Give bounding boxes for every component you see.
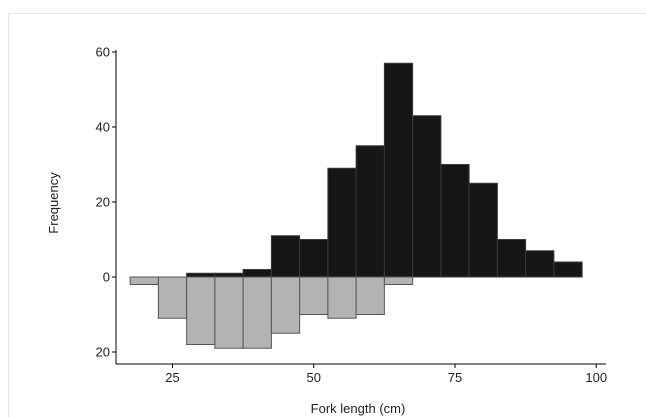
- upper-bar-5: [327, 167, 357, 278]
- lower-bar-5: [270, 276, 301, 334]
- lower-bar-3: [214, 276, 244, 349]
- upper-bar-7: [383, 62, 414, 278]
- upper-bar-0: [186, 272, 216, 278]
- upper-bar-9: [440, 164, 470, 278]
- upper-bar-13: [553, 261, 583, 278]
- lower-bar-0: [129, 276, 159, 285]
- x-tick-label-2: 75: [448, 370, 462, 385]
- upper-bar-1: [214, 272, 244, 278]
- lower-bar-6: [299, 276, 329, 315]
- upper-bar-11: [496, 239, 527, 278]
- upper-bar-10: [468, 182, 498, 278]
- upper-bar-2: [242, 269, 272, 278]
- axes-layer: [115, 50, 606, 365]
- lower-bar-7: [327, 276, 357, 319]
- x-tick-label-0: 25: [165, 370, 179, 385]
- lower-bar-4: [242, 276, 272, 349]
- y-tick-label-1: 40: [96, 120, 110, 135]
- lower-bar-9: [383, 276, 414, 285]
- x-axis-title: Fork length (cm): [311, 401, 406, 416]
- lower-bar-1: [157, 276, 188, 319]
- upper-bar-4: [299, 239, 329, 278]
- chart-frame: [8, 13, 646, 417]
- y-axis-title: Frequency: [46, 172, 61, 234]
- lower-bar-8: [355, 276, 385, 315]
- lower-bar-2: [186, 276, 216, 345]
- x-tick-label-1: 50: [307, 370, 321, 385]
- ticks-layer: 60 40 20 0 20 25 50 75 100: [96, 45, 608, 386]
- upper-bar-6: [355, 145, 385, 278]
- upper-bar-3: [270, 235, 301, 278]
- y-tick-label-3: 0: [103, 270, 110, 285]
- y-tick-label-2: 20: [96, 195, 110, 210]
- y-tick-label-4: 20: [96, 345, 110, 360]
- upper-bar-12: [525, 250, 555, 278]
- upper-bar-8: [412, 115, 442, 278]
- bars-layer: [129, 62, 583, 349]
- x-tick-label-3: 100: [585, 370, 607, 385]
- y-tick-label-0: 60: [96, 45, 110, 60]
